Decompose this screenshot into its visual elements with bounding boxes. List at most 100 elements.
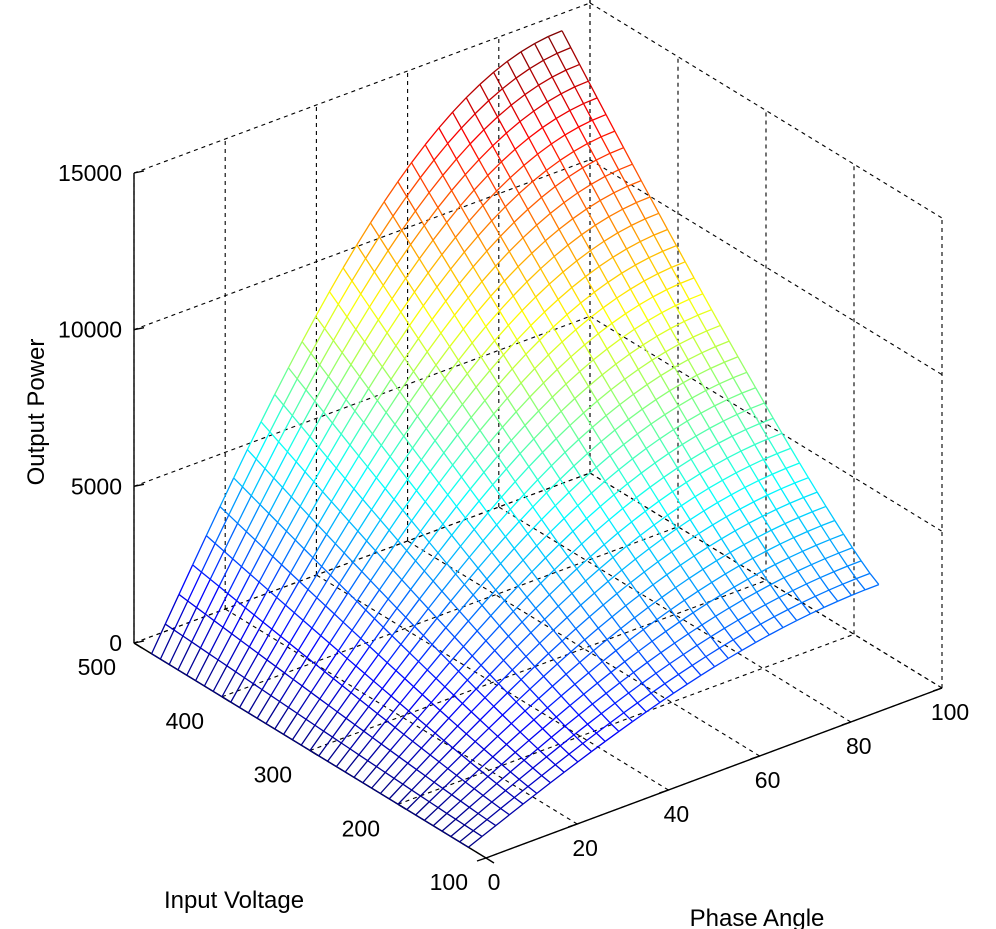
mesh-segment: [475, 386, 486, 401]
mesh-segment: [680, 555, 695, 566]
mesh-segment: [563, 761, 579, 773]
mesh-segment: [307, 566, 323, 590]
mesh-segment: [239, 683, 254, 708]
mesh-segment: [292, 678, 303, 687]
mesh-segment: [619, 404, 630, 420]
mesh-segment: [323, 730, 333, 738]
mesh-segment: [514, 466, 530, 483]
y-tick-label: 100: [430, 869, 468, 895]
mesh-segment: [330, 501, 341, 512]
mesh-segment: [655, 399, 666, 416]
mesh-segment: [276, 596, 286, 606]
mesh-segment: [695, 427, 711, 437]
mesh-segment: [328, 291, 339, 305]
y-tick-mark: [133, 642, 143, 649]
mesh-segment: [682, 382, 693, 399]
mesh-segment: [417, 319, 433, 340]
mesh-segment: [653, 234, 664, 252]
mesh-segment: [438, 482, 449, 496]
mesh-segment: [578, 703, 593, 716]
mesh-segment: [369, 201, 385, 224]
mesh-segment: [469, 488, 480, 502]
mesh-segment: [443, 739, 454, 749]
mesh-segment: [626, 241, 641, 250]
mesh-segment: [538, 76, 553, 86]
mesh-segment: [605, 692, 616, 704]
mesh-segment: [450, 835, 460, 843]
mesh-segment: [801, 602, 811, 615]
mesh-segment: [221, 696, 232, 703]
mesh-segment: [733, 578, 749, 588]
mesh-segment: [525, 642, 541, 657]
mesh-segment: [453, 373, 468, 392]
mesh-segment: [511, 655, 527, 671]
mesh-segment: [491, 536, 506, 553]
mesh-segment: [245, 531, 256, 541]
mesh-segment: [498, 683, 508, 694]
mesh-segment: [541, 186, 556, 198]
mesh-segment: [567, 556, 578, 570]
mesh-segment: [729, 544, 745, 554]
mesh-segment: [509, 177, 520, 194]
mesh-segment: [625, 248, 636, 266]
mesh-segment: [151, 623, 166, 655]
mesh-segment: [374, 529, 390, 552]
mesh-segment: [565, 63, 580, 71]
mesh-segment: [767, 438, 778, 454]
mesh-segment: [439, 390, 455, 410]
mesh-segment: [601, 363, 617, 376]
mesh-segment: [398, 467, 409, 480]
mesh-segment: [615, 639, 630, 652]
mesh-segment: [517, 585, 528, 598]
mesh-segment: [532, 756, 547, 769]
mesh-segment: [308, 515, 319, 526]
mesh-segment: [720, 586, 735, 596]
mesh-segment: [559, 150, 575, 161]
mesh-segment: [434, 732, 445, 741]
mesh-segment: [515, 701, 526, 712]
mesh-segment: [235, 671, 245, 679]
mesh-segment: [288, 706, 298, 714]
mesh-segment: [687, 624, 703, 635]
mesh-segment: [542, 716, 557, 730]
mesh-segment: [673, 366, 684, 383]
mesh-segment: [503, 645, 518, 661]
mesh-segment: [686, 412, 702, 422]
mesh-segment: [760, 616, 775, 625]
mesh-segment: [730, 494, 741, 510]
mesh-segment: [326, 533, 336, 545]
mesh-segment: [468, 540, 484, 558]
mesh-segment: [529, 59, 544, 70]
mesh-segment: [269, 404, 285, 433]
mesh-segment: [533, 438, 544, 453]
mesh-segment: [338, 561, 354, 585]
mesh-segment: [566, 302, 582, 316]
mesh-segment: [759, 417, 774, 425]
mesh-segment: [643, 273, 659, 282]
mesh-segment: [605, 114, 616, 132]
mesh-segment: [810, 564, 821, 579]
mesh-segment: [462, 630, 478, 647]
mesh-segment: [370, 488, 386, 510]
mesh-segment: [368, 366, 383, 389]
mesh-segment: [367, 760, 377, 768]
mesh-segment: [420, 459, 431, 472]
mesh-segment: [616, 288, 631, 299]
mesh-segment: [634, 558, 645, 573]
mesh-segment: [591, 175, 606, 185]
mesh-segment: [583, 344, 594, 361]
mesh-segment: [681, 496, 696, 507]
mesh-segment: [570, 47, 581, 65]
mesh-segment: [268, 487, 284, 514]
mesh-segment: [489, 659, 504, 675]
mesh-segment: [710, 636, 721, 649]
x-tick-label: 100: [931, 699, 969, 725]
mesh-segment: [533, 101, 548, 112]
mesh-segment: [488, 442, 499, 457]
mesh-segment: [459, 189, 475, 207]
mesh-segment: [289, 548, 305, 574]
mesh-segment: [630, 280, 645, 290]
mesh-segment: [751, 604, 766, 613]
mesh-segment: [460, 800, 470, 808]
mesh-segment: [380, 444, 391, 458]
